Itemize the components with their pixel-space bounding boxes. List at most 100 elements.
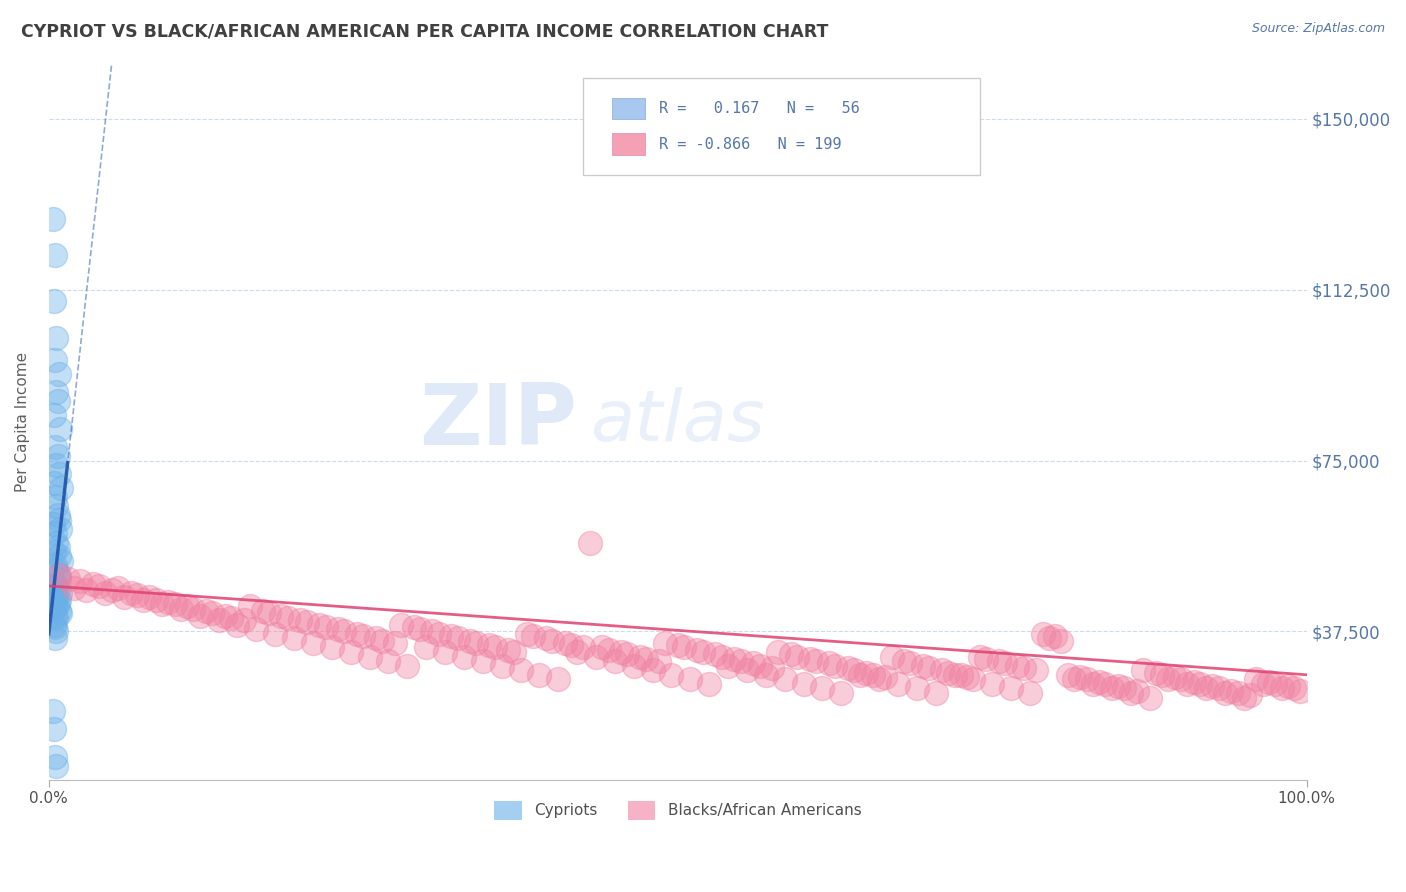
Point bbox=[547, 673, 569, 687]
Point bbox=[377, 654, 399, 668]
Point bbox=[1170, 673, 1192, 687]
Point bbox=[112, 591, 135, 605]
Point bbox=[1063, 673, 1085, 687]
Point bbox=[44, 576, 66, 591]
Point bbox=[321, 640, 343, 655]
Point bbox=[868, 673, 890, 687]
Point bbox=[239, 599, 262, 614]
Point bbox=[591, 640, 613, 655]
Point bbox=[42, 294, 65, 309]
Point bbox=[994, 657, 1017, 671]
Point bbox=[396, 658, 419, 673]
Point bbox=[44, 526, 66, 541]
Point bbox=[1144, 665, 1167, 680]
Point bbox=[46, 583, 69, 598]
Point bbox=[1126, 683, 1149, 698]
Point bbox=[1050, 633, 1073, 648]
Point bbox=[48, 592, 70, 607]
Point bbox=[1175, 677, 1198, 691]
Point bbox=[44, 353, 66, 368]
Point bbox=[717, 658, 740, 673]
Point bbox=[170, 601, 193, 615]
Point bbox=[1264, 677, 1286, 691]
Point bbox=[900, 657, 922, 671]
Point bbox=[1258, 674, 1281, 689]
Point bbox=[364, 632, 387, 646]
FancyBboxPatch shape bbox=[613, 98, 645, 120]
Point bbox=[1289, 683, 1312, 698]
Point bbox=[415, 640, 437, 655]
Point bbox=[541, 633, 564, 648]
Point bbox=[1226, 686, 1249, 700]
Point bbox=[42, 581, 65, 595]
Point bbox=[1043, 629, 1066, 643]
Point bbox=[49, 586, 72, 600]
Point bbox=[46, 508, 69, 523]
Point bbox=[1233, 690, 1256, 705]
Point bbox=[918, 661, 941, 675]
Point bbox=[402, 620, 425, 634]
Point bbox=[42, 601, 65, 615]
Point bbox=[1195, 681, 1218, 696]
Point bbox=[598, 642, 620, 657]
Point bbox=[1038, 632, 1060, 646]
Point bbox=[534, 632, 557, 646]
Point bbox=[42, 545, 65, 559]
Point bbox=[666, 638, 689, 652]
Point bbox=[616, 647, 638, 661]
Point bbox=[905, 681, 928, 696]
Point bbox=[389, 617, 412, 632]
Point bbox=[226, 617, 249, 632]
Point bbox=[51, 554, 73, 568]
Point bbox=[697, 677, 720, 691]
Point bbox=[346, 626, 368, 640]
Point bbox=[48, 467, 70, 482]
Point bbox=[842, 663, 865, 677]
Point bbox=[44, 749, 66, 764]
Point bbox=[1069, 670, 1091, 684]
Point bbox=[1119, 686, 1142, 700]
Point bbox=[1139, 690, 1161, 705]
Point bbox=[49, 607, 72, 621]
Point bbox=[48, 567, 70, 582]
Point bbox=[817, 657, 839, 671]
Point bbox=[880, 649, 903, 664]
Point bbox=[264, 626, 287, 640]
Point bbox=[610, 645, 633, 659]
Point bbox=[1007, 658, 1029, 673]
Point bbox=[219, 611, 242, 625]
Point bbox=[735, 663, 758, 677]
Point bbox=[302, 636, 325, 650]
Point bbox=[987, 654, 1010, 668]
Point bbox=[692, 645, 714, 659]
Point bbox=[654, 636, 676, 650]
Point bbox=[183, 601, 205, 615]
Point bbox=[849, 667, 872, 681]
Point bbox=[245, 622, 267, 636]
Point bbox=[628, 649, 651, 664]
Point bbox=[87, 579, 110, 593]
Point bbox=[768, 645, 790, 659]
Point bbox=[440, 629, 463, 643]
Point bbox=[45, 624, 67, 639]
Point bbox=[1114, 681, 1136, 696]
Point bbox=[163, 597, 186, 611]
Point bbox=[45, 599, 67, 614]
Point bbox=[44, 588, 66, 602]
Point bbox=[42, 617, 65, 632]
Point bbox=[471, 654, 494, 668]
Point bbox=[912, 658, 935, 673]
Point bbox=[1201, 679, 1223, 693]
Point bbox=[427, 626, 450, 640]
Point bbox=[875, 670, 897, 684]
Point bbox=[207, 613, 229, 627]
Point bbox=[949, 667, 972, 681]
Point bbox=[458, 633, 481, 648]
Point bbox=[641, 663, 664, 677]
Point bbox=[1056, 667, 1078, 681]
Point bbox=[1208, 681, 1230, 696]
Point bbox=[969, 649, 991, 664]
Point bbox=[730, 654, 752, 668]
Point bbox=[46, 394, 69, 409]
Point bbox=[42, 476, 65, 491]
